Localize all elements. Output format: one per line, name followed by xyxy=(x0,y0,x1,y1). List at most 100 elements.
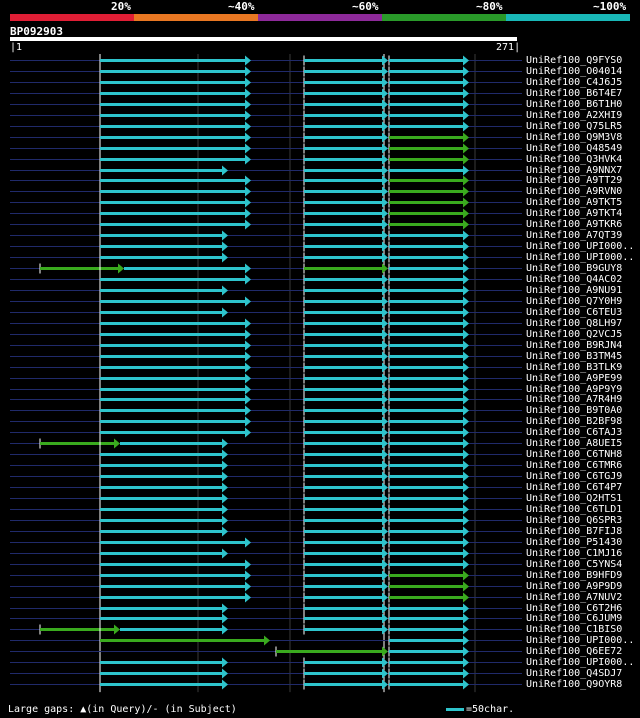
hit-label[interactable]: UniRef100_Q48549 xyxy=(526,142,623,154)
hsp-arrow xyxy=(222,526,228,537)
hit-label[interactable]: UniRef100_Q4SDJ7 xyxy=(526,667,623,679)
hit-label[interactable]: UniRef100_C1BIS0 xyxy=(526,623,623,635)
hit-label[interactable]: UniRef100_A9NNX7 xyxy=(526,164,623,176)
hit-label[interactable]: UniRef100_B6T1H0 xyxy=(526,98,623,110)
hit-label[interactable]: UniRef100_A9TKT4 xyxy=(526,207,623,219)
hit-label[interactable]: UniRef100_A9NU91 xyxy=(526,284,623,296)
hsp-arrow xyxy=(245,263,251,274)
hit-label[interactable]: UniRef100_Q9OYR8 xyxy=(526,678,623,690)
hit-label[interactable]: UniRef100_A9TKR6 xyxy=(526,218,623,230)
hit-label[interactable]: UniRef100_B9RJN4 xyxy=(526,339,623,351)
hsp-arrow xyxy=(463,384,469,395)
hit-label[interactable]: UniRef100_C1MJ16 xyxy=(526,547,623,559)
hit-label[interactable]: UniRef100_B3TM45 xyxy=(526,350,623,362)
hit-label[interactable]: UniRef100_C6TAJ3 xyxy=(526,426,623,438)
hit-label[interactable]: UniRef100_P51430 xyxy=(526,536,623,548)
hit-label[interactable]: UniRef100_Q2HTS1 xyxy=(526,492,623,504)
hit-label[interactable]: UniRef100_B9HFD9 xyxy=(526,569,623,581)
hsp-arrow xyxy=(222,613,228,624)
hsp-arrow xyxy=(463,603,469,614)
hit-label[interactable]: UniRef100_A9PE99 xyxy=(526,372,623,384)
hit-label[interactable]: UniRef100_Q9M3V8 xyxy=(526,131,623,143)
hsp-arrow xyxy=(382,537,388,548)
hit-label[interactable]: UniRef100_B9GUY8 xyxy=(526,262,623,274)
hit-label[interactable]: UniRef100_Q8LH97 xyxy=(526,317,623,329)
hsp-arrow xyxy=(463,679,469,690)
hsp-arrow xyxy=(245,110,251,121)
hsp-arrow xyxy=(463,416,469,427)
hsp-arrow xyxy=(463,537,469,548)
hsp-arrow xyxy=(382,154,388,165)
hit-label[interactable]: UniRef100_UPI000.. xyxy=(526,634,635,646)
hit-label[interactable]: UniRef100_UPI000.. xyxy=(526,251,635,263)
hit-label[interactable]: UniRef100_O04014 xyxy=(526,65,623,77)
hit-label[interactable]: UniRef100_C6T4P7 xyxy=(526,481,623,493)
hit-label[interactable]: UniRef100_UPI000.. xyxy=(526,656,635,668)
hit-label[interactable]: UniRef100_Q4AC02 xyxy=(526,273,623,285)
query-ruler xyxy=(10,37,517,41)
hit-label[interactable]: UniRef100_A7R4H9 xyxy=(526,393,623,405)
hit-label[interactable]: UniRef100_C5YNS4 xyxy=(526,558,623,570)
hsp-arrow xyxy=(382,668,388,679)
hit-label[interactable]: UniRef100_Q75LR5 xyxy=(526,120,623,132)
hit-label[interactable]: UniRef100_B2BF98 xyxy=(526,415,623,427)
hsp-arrow xyxy=(463,241,469,252)
hit-label[interactable]: UniRef100_A9TKT5 xyxy=(526,196,623,208)
hsp-arrow xyxy=(463,132,469,143)
hit-label[interactable]: UniRef100_Q6SPR3 xyxy=(526,514,623,526)
hit-label[interactable]: UniRef100_B3TLK9 xyxy=(526,361,623,373)
hsp-arrow xyxy=(463,186,469,197)
hit-label[interactable]: UniRef100_A7QT39 xyxy=(526,229,623,241)
hsp-arrow xyxy=(382,603,388,614)
hit-label[interactable]: UniRef100_B6T4E7 xyxy=(526,87,623,99)
hsp-arrow xyxy=(463,143,469,154)
hit-label[interactable]: UniRef100_C6JUM9 xyxy=(526,612,623,624)
hit-label[interactable]: UniRef100_A9RVN0 xyxy=(526,185,623,197)
hit-label[interactable]: UniRef100_C6TEU3 xyxy=(526,306,623,318)
hit-label[interactable]: UniRef100_A9P9Y9 xyxy=(526,383,623,395)
hsp-arrow xyxy=(382,493,388,504)
hit-label[interactable]: UniRef100_Q6EE72 xyxy=(526,645,623,657)
hit-label[interactable]: UniRef100_UPI000.. xyxy=(526,240,635,252)
hit-label[interactable]: UniRef100_Q7Y0H9 xyxy=(526,295,623,307)
query-name: BP092903 xyxy=(10,25,63,38)
hit-label[interactable]: UniRef100_A9P9D9 xyxy=(526,580,623,592)
hit-label[interactable]: UniRef100_A7NUV2 xyxy=(526,591,623,603)
hsp-arrow xyxy=(382,307,388,318)
hsp-arrow xyxy=(245,416,251,427)
hsp-arrow xyxy=(382,570,388,581)
hit-label[interactable]: UniRef100_C4J6J5 xyxy=(526,76,623,88)
hsp-arrow xyxy=(463,646,469,657)
hit-label[interactable]: UniRef100_A8UEI5 xyxy=(526,437,623,449)
hsp-arrow xyxy=(382,526,388,537)
hsp-arrow xyxy=(245,175,251,186)
hit-label[interactable]: UniRef100_B7FIJ8 xyxy=(526,525,623,537)
hit-label[interactable]: UniRef100_Q2VCJ5 xyxy=(526,328,623,340)
hit-label[interactable]: UniRef100_B9T0A0 xyxy=(526,404,623,416)
hsp-arrow xyxy=(382,373,388,384)
hit-label[interactable]: UniRef100_C6TLD1 xyxy=(526,503,623,515)
hsp-arrow xyxy=(382,110,388,121)
legend-label: ~80% xyxy=(476,0,503,13)
hit-label[interactable]: UniRef100_C6TGJ9 xyxy=(526,470,623,482)
hsp-arrow xyxy=(222,679,228,690)
hit-label[interactable]: UniRef100_Q3HVK4 xyxy=(526,153,623,165)
hsp-arrow xyxy=(222,230,228,241)
hit-label[interactable]: UniRef100_A9TT29 xyxy=(526,174,623,186)
hit-label[interactable]: UniRef100_C6TNH8 xyxy=(526,448,623,460)
hsp-arrow xyxy=(463,548,469,559)
legend-segment xyxy=(382,14,506,21)
hit-label[interactable]: UniRef100_C6T2H6 xyxy=(526,602,623,614)
hsp-arrow xyxy=(382,438,388,449)
hit-label[interactable]: UniRef100_A2XHI9 xyxy=(526,109,623,121)
hsp-arrow xyxy=(222,449,228,460)
hsp-arrow xyxy=(382,197,388,208)
hsp-arrow xyxy=(463,296,469,307)
hsp-arrow xyxy=(382,427,388,438)
hsp-arrow xyxy=(222,657,228,668)
hsp-arrow xyxy=(382,471,388,482)
hit-label[interactable]: UniRef100_Q9FYS0 xyxy=(526,54,623,66)
hsp-arrow xyxy=(463,362,469,373)
hit-label[interactable]: UniRef100_C6TMR6 xyxy=(526,459,623,471)
hsp-arrow xyxy=(222,515,228,526)
